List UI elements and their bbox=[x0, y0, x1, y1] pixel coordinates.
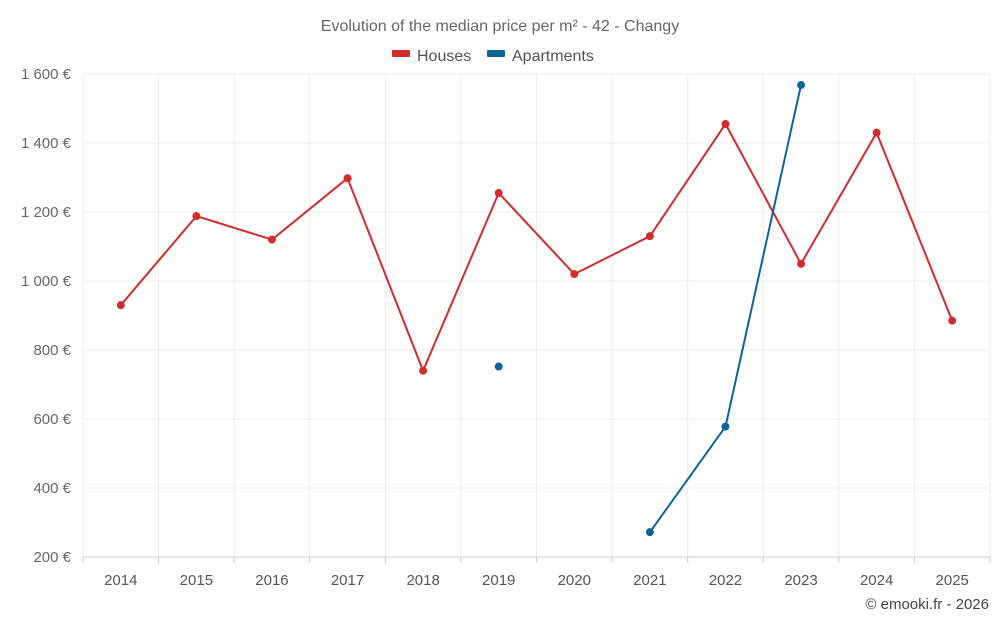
legend-label-houses: Houses bbox=[417, 48, 471, 65]
y-tick-label: 600 € bbox=[33, 411, 71, 428]
data-point-houses-2021[interactable] bbox=[645, 232, 654, 241]
x-tick-label: 2014 bbox=[104, 572, 137, 589]
x-tick-label: 2016 bbox=[255, 572, 288, 589]
data-point-houses-2022[interactable] bbox=[721, 120, 730, 129]
series-line-apartments bbox=[649, 84, 802, 533]
x-tick-label: 2025 bbox=[936, 572, 969, 589]
axes: 200 € 400 € 600 € 800 € 1 000 € 1 200 € 1 400 … bbox=[21, 66, 991, 589]
x-tick-label: 2024 bbox=[860, 572, 893, 589]
x-tick-label: 2022 bbox=[709, 572, 742, 589]
y-tick-label: 1 000 € bbox=[21, 273, 72, 290]
x-tick-label: 2019 bbox=[482, 572, 515, 589]
y-tick-label: 1 600 € bbox=[21, 66, 72, 83]
chart-legend: Houses Apartments bbox=[392, 48, 594, 65]
data-point-houses-2023[interactable] bbox=[797, 259, 806, 268]
data-point-houses-2025[interactable] bbox=[948, 316, 957, 325]
legend-item-houses[interactable]: Houses bbox=[392, 48, 471, 65]
data-point-apartments-2023[interactable] bbox=[797, 81, 806, 90]
legend-swatch-houses bbox=[392, 50, 410, 57]
data-point-houses-2015[interactable] bbox=[192, 212, 201, 221]
legend-label-apartments: Apartments bbox=[512, 48, 594, 65]
data-point-houses-2019[interactable] bbox=[494, 189, 503, 198]
y-tick-label: 200 € bbox=[33, 549, 71, 566]
x-tick-label: 2015 bbox=[180, 572, 213, 589]
data-point-houses-2018[interactable] bbox=[419, 366, 428, 375]
credit-text: © emooki.fr - 2026 bbox=[865, 596, 989, 613]
y-tick-label: 1 400 € bbox=[21, 135, 72, 152]
data-point-houses-2024[interactable] bbox=[872, 128, 881, 137]
data-point-apartments-2019[interactable] bbox=[494, 362, 503, 371]
series-line-houses bbox=[120, 123, 954, 372]
data-point-apartments-2021[interactable] bbox=[645, 528, 654, 537]
y-tick-label: 400 € bbox=[33, 480, 71, 497]
data-point-houses-2017[interactable] bbox=[343, 174, 352, 183]
chart-title: Evolution of the median price per m² - 4… bbox=[321, 18, 679, 35]
x-tick-label: 2018 bbox=[406, 572, 439, 589]
legend-item-apartments[interactable]: Apartments bbox=[487, 48, 594, 65]
x-tick-label: 2021 bbox=[633, 572, 666, 589]
data-point-houses-2020[interactable] bbox=[570, 270, 579, 279]
grid-lines bbox=[82, 73, 991, 557]
x-tick-label: 2020 bbox=[558, 572, 591, 589]
data-point-houses-2014[interactable] bbox=[116, 301, 125, 310]
data-point-apartments-2022[interactable] bbox=[721, 422, 730, 431]
x-tick-label: 2017 bbox=[331, 572, 364, 589]
y-tick-label: 800 € bbox=[33, 342, 71, 359]
data-point-houses-2016[interactable] bbox=[267, 235, 276, 244]
x-tick-label: 2023 bbox=[784, 572, 817, 589]
series-markers bbox=[116, 81, 957, 537]
y-tick-label: 1 200 € bbox=[21, 204, 72, 221]
legend-swatch-apartments bbox=[487, 50, 505, 57]
